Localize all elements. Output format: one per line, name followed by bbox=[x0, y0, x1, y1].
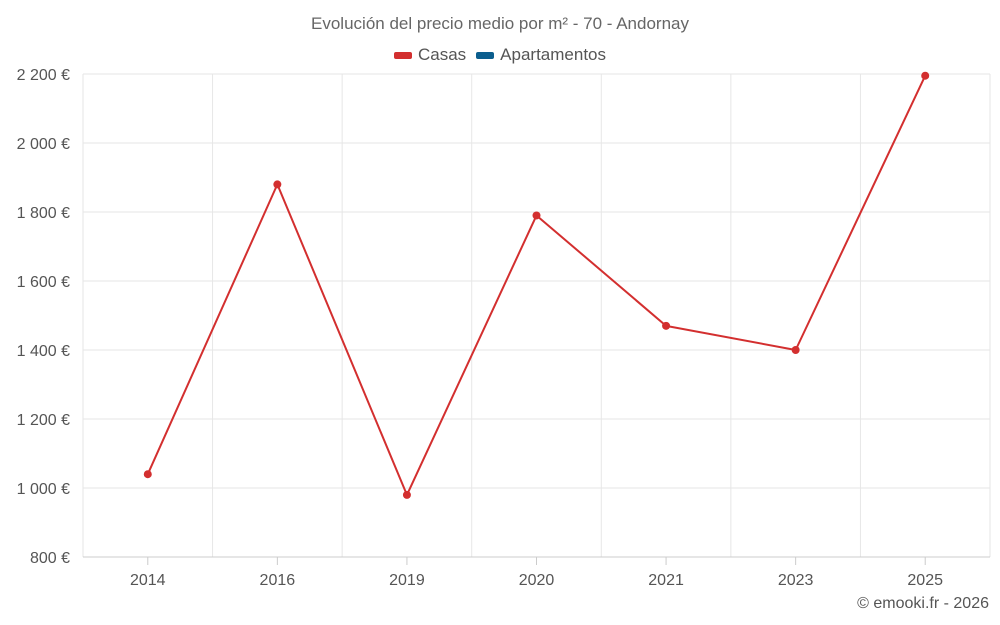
y-tick-label: 1 000 € bbox=[17, 481, 70, 498]
legend-label-casas: Casas bbox=[417, 45, 467, 64]
y-tick-label: 2 000 € bbox=[17, 136, 70, 153]
x-tick-label: 2020 bbox=[519, 572, 555, 589]
legend-item-apartamentos[interactable]: Apartamentos bbox=[476, 45, 606, 65]
x-tick-label: 2016 bbox=[260, 572, 296, 589]
x-tick-label: 2019 bbox=[389, 572, 425, 589]
chart-title: Evolución del precio medio por m² - 70 -… bbox=[311, 14, 689, 33]
legend-item-casas[interactable]: Casas bbox=[393, 45, 467, 65]
legend-label-apartamentos: Apartamentos bbox=[500, 45, 607, 64]
y-tick-label: 1 400 € bbox=[17, 343, 70, 360]
data-point bbox=[402, 490, 411, 499]
copyright-credit: © emooki.fr - 2026 bbox=[857, 595, 989, 612]
chart-legend: Casas Apartamentos bbox=[0, 45, 1000, 65]
data-point bbox=[662, 321, 671, 330]
series-line-casas bbox=[146, 75, 927, 496]
data-point bbox=[532, 211, 541, 220]
x-tick-label: 2023 bbox=[778, 572, 814, 589]
data-point bbox=[921, 71, 930, 80]
legend-swatch-casas bbox=[393, 51, 412, 59]
y-tick-label: 800 € bbox=[30, 550, 70, 567]
y-tick-label: 1 800 € bbox=[17, 205, 70, 222]
data-point bbox=[273, 180, 282, 189]
y-tick-label: 1 200 € bbox=[17, 412, 70, 429]
x-tick-label: 2025 bbox=[907, 572, 943, 589]
y-tick-label: 1 600 € bbox=[17, 274, 70, 291]
data-point bbox=[143, 470, 152, 479]
x-tick-label: 2014 bbox=[130, 572, 166, 589]
data-point bbox=[791, 346, 800, 354]
legend-swatch-apartamentos bbox=[476, 51, 495, 59]
y-tick-label: 2 200 € bbox=[17, 67, 70, 84]
x-tick-label: 2021 bbox=[648, 572, 684, 589]
